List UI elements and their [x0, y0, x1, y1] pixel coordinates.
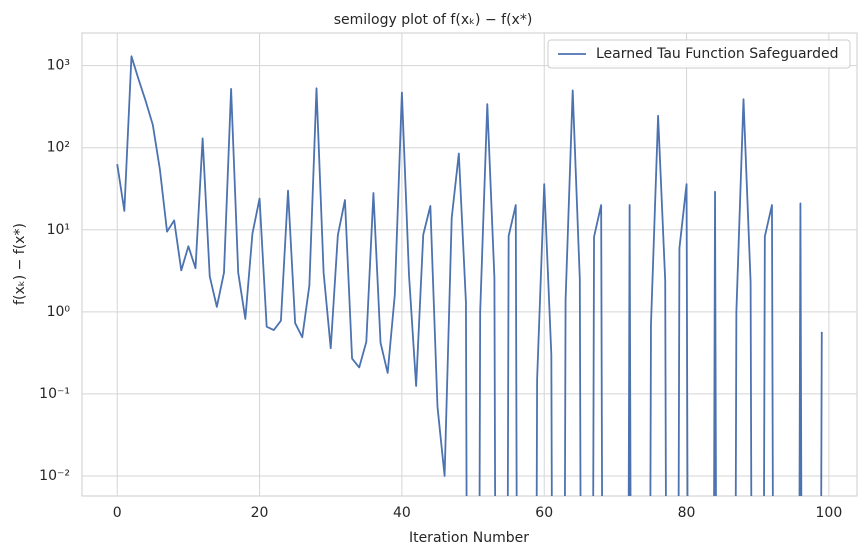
x-tick-label: 80 — [678, 505, 696, 521]
legend-label: Learned Tau Function Safeguarded — [596, 46, 838, 62]
y-axis-label: f(xₖ) − f(x*) — [12, 223, 28, 305]
y-tick-label: 10⁻¹ — [39, 386, 70, 402]
y-tick-label: 10² — [47, 140, 70, 156]
y-tick-label: 10³ — [47, 58, 70, 74]
x-tick-label: 40 — [393, 505, 411, 521]
chart-title: semilogy plot of f(xₖ) − f(x*) — [334, 12, 533, 28]
x-tick-label: 60 — [535, 505, 553, 521]
x-tick-label: 100 — [816, 505, 843, 521]
y-tick-label: 10⁻² — [39, 468, 70, 484]
data-line — [116, 55, 823, 496]
x-tick-label: 20 — [251, 505, 269, 521]
x-axis-label: Iteration Number — [409, 530, 529, 546]
x-tick-label: 0 — [113, 505, 122, 521]
legend-box — [547, 39, 851, 69]
plot-clip — [116, 55, 823, 496]
y-tick-label: 10¹ — [47, 222, 70, 238]
y-tick-label: 10⁰ — [47, 304, 71, 320]
plot-area — [81, 32, 858, 497]
